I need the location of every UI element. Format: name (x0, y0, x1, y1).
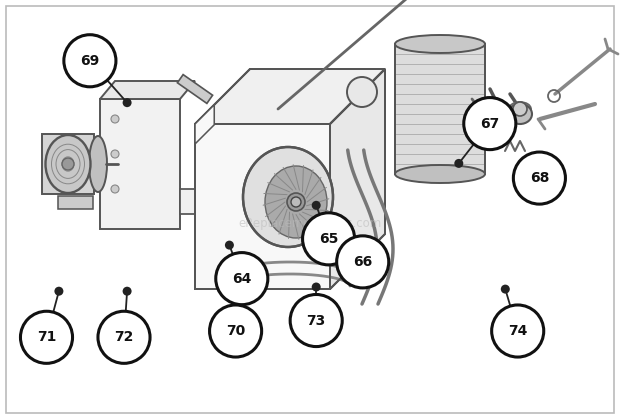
Polygon shape (180, 189, 195, 214)
Circle shape (111, 115, 119, 123)
Circle shape (513, 152, 565, 204)
Circle shape (123, 287, 131, 296)
Polygon shape (195, 105, 215, 144)
Ellipse shape (508, 104, 532, 124)
Polygon shape (195, 124, 330, 289)
Ellipse shape (509, 102, 531, 116)
Text: 64: 64 (232, 272, 252, 286)
Circle shape (492, 305, 544, 357)
Bar (42, 134, 94, 194)
Circle shape (291, 197, 301, 207)
Circle shape (486, 118, 496, 128)
Circle shape (464, 98, 516, 150)
Circle shape (228, 293, 237, 302)
Circle shape (225, 241, 234, 250)
Ellipse shape (265, 166, 327, 238)
Text: 65: 65 (319, 232, 339, 246)
Polygon shape (177, 75, 213, 103)
Circle shape (312, 282, 321, 292)
Circle shape (55, 287, 63, 296)
Circle shape (216, 253, 268, 305)
Text: 66: 66 (353, 255, 373, 269)
Polygon shape (330, 69, 385, 289)
Text: 70: 70 (226, 324, 246, 338)
Ellipse shape (395, 165, 485, 183)
Text: 71: 71 (37, 330, 56, 344)
Ellipse shape (243, 147, 333, 247)
Circle shape (64, 35, 116, 87)
Circle shape (343, 224, 352, 233)
Circle shape (513, 102, 527, 116)
Text: 67: 67 (480, 116, 500, 131)
Circle shape (111, 150, 119, 158)
Bar (395, 44, 485, 174)
Ellipse shape (395, 35, 485, 53)
Circle shape (287, 193, 305, 211)
Circle shape (516, 182, 525, 191)
Circle shape (20, 311, 73, 363)
Ellipse shape (347, 77, 377, 107)
Polygon shape (100, 99, 180, 229)
Text: 74: 74 (508, 324, 528, 338)
Text: 73: 73 (306, 313, 326, 328)
Circle shape (62, 158, 74, 170)
Text: 69: 69 (80, 54, 100, 68)
Polygon shape (100, 81, 195, 99)
Text: 68: 68 (529, 171, 549, 185)
Polygon shape (195, 69, 385, 124)
Circle shape (210, 305, 262, 357)
Ellipse shape (89, 136, 107, 192)
Text: eReplacementParts.com: eReplacementParts.com (238, 217, 382, 230)
Circle shape (492, 101, 506, 115)
Polygon shape (58, 196, 93, 209)
Circle shape (501, 285, 510, 294)
Circle shape (98, 311, 150, 363)
Circle shape (312, 201, 321, 210)
Circle shape (111, 185, 119, 193)
Text: 72: 72 (114, 330, 134, 344)
Circle shape (303, 213, 355, 265)
Circle shape (454, 159, 463, 168)
Ellipse shape (45, 135, 91, 193)
Circle shape (123, 98, 131, 107)
Circle shape (337, 236, 389, 288)
Circle shape (290, 295, 342, 347)
